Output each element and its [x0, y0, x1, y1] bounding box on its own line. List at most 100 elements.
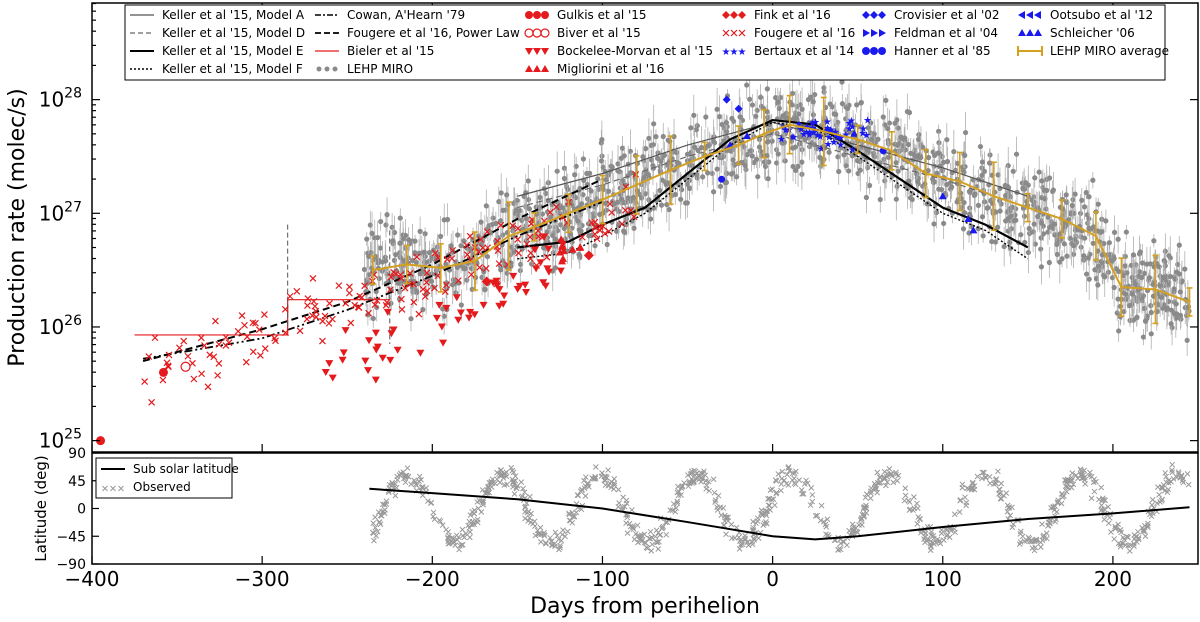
lehp-miro-point — [500, 232, 506, 238]
lehp-miro-point — [1061, 241, 1067, 247]
lehp-miro-point — [378, 218, 384, 225]
lehp-miro-point — [602, 200, 609, 206]
legend-marker — [738, 29, 746, 37]
fougere-x-marker — [184, 352, 192, 360]
observed-marker — [711, 489, 718, 496]
lehp-miro-point — [1166, 253, 1172, 259]
lehp-miro-point — [614, 228, 620, 234]
observed-marker — [500, 472, 507, 479]
observed-marker — [817, 517, 824, 524]
y-tick-base: 10 — [39, 201, 64, 225]
lehp-miro-point — [647, 216, 654, 222]
observed-marker — [372, 524, 379, 531]
y-tick-label: 1027 — [39, 199, 82, 225]
lehp-miro-point — [875, 136, 881, 142]
lehp-miro-point — [827, 101, 833, 107]
legend-label: Ootsubo et al '12 — [1050, 8, 1153, 22]
legend-marker — [1018, 29, 1026, 36]
observed-marker — [979, 469, 986, 476]
lehp-miro-point — [412, 238, 418, 244]
lehp-miro-point — [920, 144, 926, 150]
lehp-miro-point — [846, 168, 852, 174]
fougere-x-marker — [477, 236, 485, 243]
lehp-miro-point — [513, 207, 519, 213]
lehp-miro-point — [1090, 240, 1096, 246]
observed-marker — [564, 528, 571, 535]
lehp-miro-point — [1022, 239, 1028, 246]
observed-marker — [738, 542, 744, 548]
observed-marker — [785, 482, 792, 488]
legend-glyph — [525, 48, 549, 55]
legend-label: LEHP MIRO average — [1050, 44, 1169, 58]
lehp-miro-point — [1079, 197, 1085, 203]
observed-marker — [686, 478, 693, 485]
lehp-miro-point — [1064, 199, 1070, 205]
observed-marker — [1149, 496, 1156, 503]
lehp-miro-point — [498, 218, 504, 224]
fougere-x-marker — [401, 284, 409, 292]
lehp-miro-point — [444, 216, 451, 223]
lehp-miro-point — [628, 170, 634, 176]
observed-marker — [634, 522, 641, 529]
lehp-miro-point — [854, 102, 860, 108]
fougere-x-marker — [249, 348, 257, 356]
observed-marker — [1127, 542, 1134, 549]
lat-tick-label: 45 — [68, 474, 86, 490]
legend-glyph: ★ ★ ★ — [722, 47, 747, 58]
fougere-x-marker — [466, 232, 474, 240]
fougere-x-marker — [321, 312, 329, 320]
observed-marker — [1093, 478, 1099, 485]
lehp-miro-point — [793, 116, 799, 122]
lehp-miro-point — [1005, 163, 1011, 169]
lehp-miro-point — [584, 196, 591, 202]
bertaux-star: ★ — [859, 124, 868, 135]
fougere-x-marker — [398, 306, 406, 313]
legend-label: Keller et al '15, Model A — [162, 8, 305, 22]
lehp-miro-point — [1151, 238, 1157, 244]
lehp-miro-point — [1173, 301, 1179, 307]
observed-marker — [611, 480, 618, 487]
fougere-x-marker — [608, 209, 616, 216]
bockelee-triangle — [437, 323, 446, 331]
bertaux-star: ★ — [802, 127, 811, 138]
legend-marker — [730, 11, 738, 19]
observed-marker — [1047, 520, 1053, 527]
observed-marker — [1120, 534, 1127, 541]
observed-marker — [951, 511, 958, 518]
bertaux-star: ★ — [794, 119, 803, 130]
lehp-miro-point — [679, 187, 685, 193]
lehp-miro-point — [1090, 177, 1096, 183]
observed-marker — [425, 498, 431, 504]
lehp-miro-point — [458, 302, 464, 308]
observed-marker — [1009, 504, 1015, 511]
lehp-miro-point — [975, 202, 982, 208]
fougere-x-marker — [214, 371, 222, 379]
lehp-miro-point — [775, 99, 781, 105]
lehp-miro-point — [810, 112, 816, 118]
lehp-miro-point — [498, 190, 504, 196]
observed-marker — [930, 532, 937, 539]
lehp-miro-point — [1050, 187, 1056, 193]
y-tick-base: 10 — [39, 429, 64, 453]
lehp-miro-point — [905, 141, 911, 148]
legend-box — [95, 457, 233, 499]
lehp-miro-point — [482, 286, 488, 292]
bertaux-star: ★ — [809, 128, 818, 139]
observed-marker — [599, 470, 605, 476]
lehp-miro-point — [579, 201, 585, 207]
lehp-miro-point — [584, 170, 590, 177]
observed-marker — [710, 476, 717, 483]
lehp-miro-point — [650, 163, 656, 169]
observed-marker — [765, 502, 772, 509]
lehp-miro-point — [710, 138, 716, 144]
observed-marker — [560, 527, 566, 534]
observed-marker — [1010, 521, 1017, 528]
observed-marker — [946, 534, 953, 541]
observed-marker — [494, 476, 500, 483]
observed-marker — [496, 471, 502, 477]
bertaux-star: ★ — [826, 125, 835, 136]
lehp-miro-point — [1141, 305, 1147, 312]
legend-label: Observed — [133, 480, 191, 494]
fougere-x-marker — [467, 271, 475, 279]
migliorini-triangle — [557, 235, 566, 243]
